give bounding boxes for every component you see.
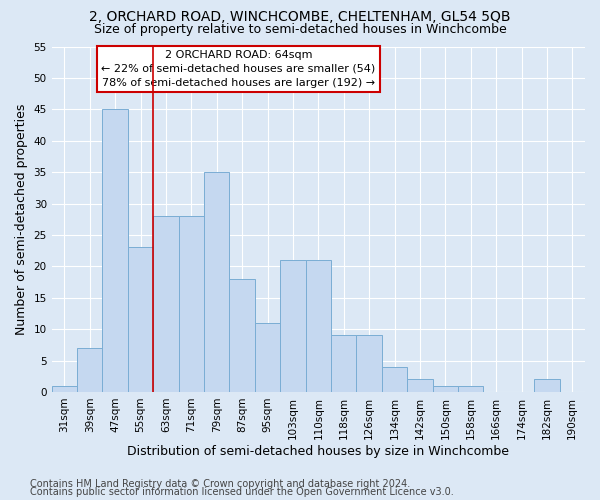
Bar — [356, 336, 382, 392]
Bar — [534, 380, 560, 392]
Bar — [103, 110, 128, 392]
Bar — [255, 323, 280, 392]
X-axis label: Distribution of semi-detached houses by size in Winchcombe: Distribution of semi-detached houses by … — [127, 444, 509, 458]
Text: 2, ORCHARD ROAD, WINCHCOMBE, CHELTENHAM, GL54 5QB: 2, ORCHARD ROAD, WINCHCOMBE, CHELTENHAM,… — [89, 10, 511, 24]
Text: 2 ORCHARD ROAD: 64sqm
← 22% of semi-detached houses are smaller (54)
78% of semi: 2 ORCHARD ROAD: 64sqm ← 22% of semi-deta… — [101, 50, 376, 88]
Text: Contains public sector information licensed under the Open Government Licence v3: Contains public sector information licen… — [30, 487, 454, 497]
Bar — [305, 260, 331, 392]
Bar — [229, 279, 255, 392]
Text: Size of property relative to semi-detached houses in Winchcombe: Size of property relative to semi-detach… — [94, 22, 506, 36]
Bar — [77, 348, 103, 392]
Bar — [280, 260, 305, 392]
Bar — [382, 367, 407, 392]
Text: Contains HM Land Registry data © Crown copyright and database right 2024.: Contains HM Land Registry data © Crown c… — [30, 479, 410, 489]
Bar — [407, 380, 433, 392]
Y-axis label: Number of semi-detached properties: Number of semi-detached properties — [15, 104, 28, 335]
Bar — [331, 336, 356, 392]
Bar — [128, 248, 153, 392]
Bar — [52, 386, 77, 392]
Bar — [204, 172, 229, 392]
Bar — [179, 216, 204, 392]
Bar — [433, 386, 458, 392]
Bar — [458, 386, 484, 392]
Bar — [153, 216, 179, 392]
